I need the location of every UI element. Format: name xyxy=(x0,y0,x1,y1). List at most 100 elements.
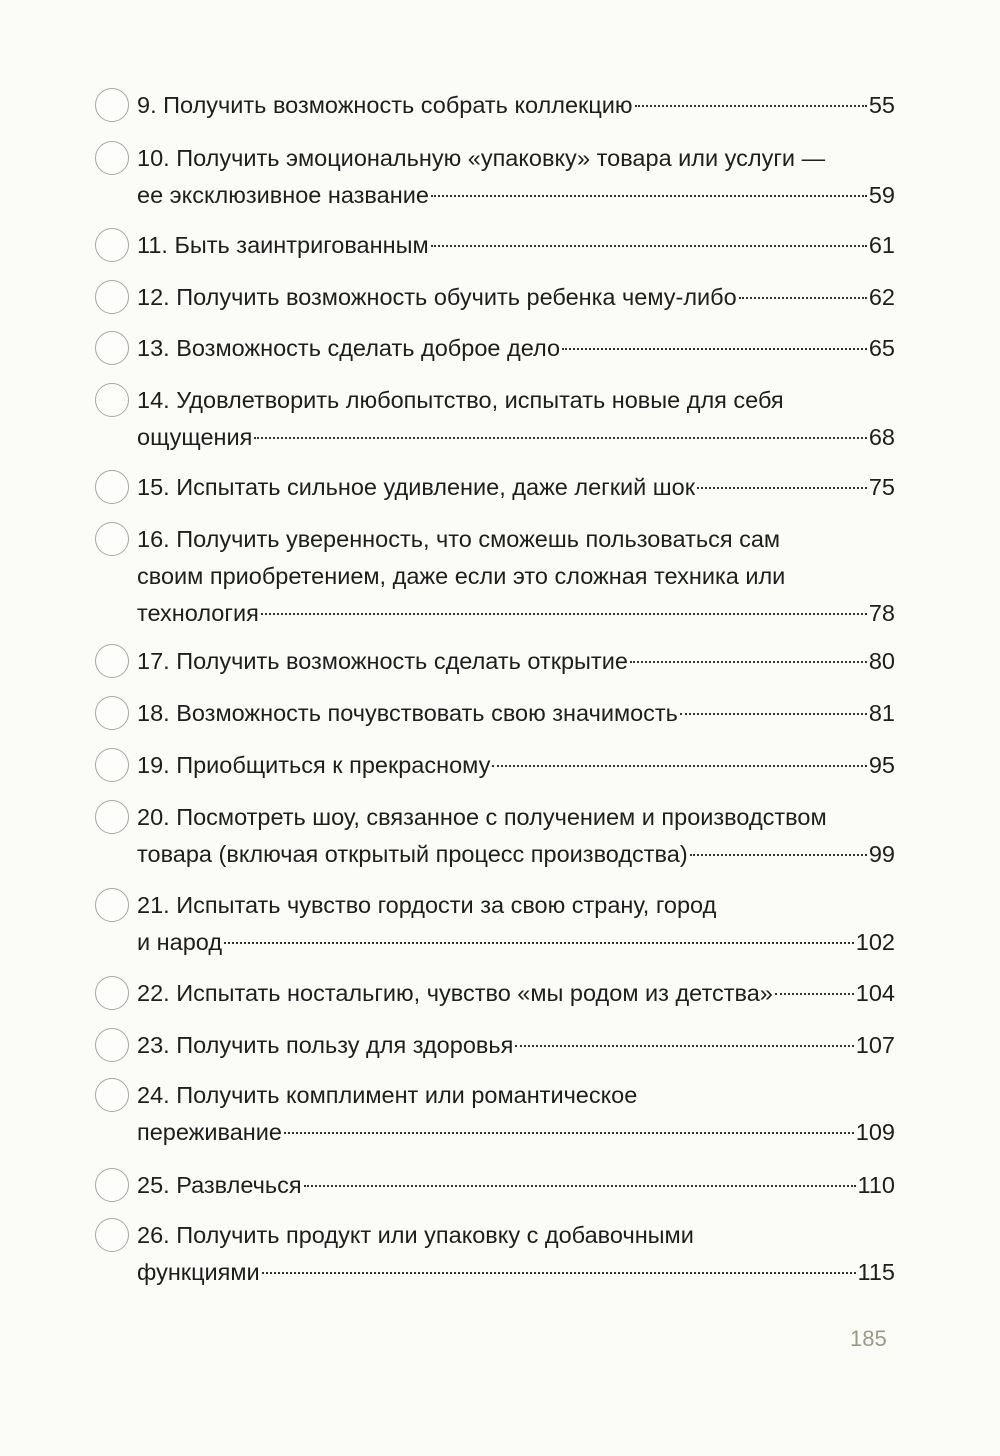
toc-entry-title: 14. Удовлетворить любопытство, испытать … xyxy=(137,387,784,413)
leader-dots xyxy=(515,1045,854,1047)
toc-entry-line: 15. Испытать сильное удивление, даже лег… xyxy=(137,468,895,506)
toc-entry-line: ее эксклюзивное название 59 xyxy=(137,176,895,214)
toc-entry-page: 81 xyxy=(868,700,895,726)
checkbox-circle-icon xyxy=(95,1028,129,1062)
leader-dots xyxy=(254,437,867,439)
toc-entry-line: функциями 115 xyxy=(137,1253,895,1291)
toc-entry-line: 21. Испытать чувство гордости за свою ст… xyxy=(137,886,895,924)
checkbox-circle-icon xyxy=(95,470,129,504)
toc-entry-line: 24. Получить комплимент или романтическо… xyxy=(137,1076,895,1114)
checkbox-circle-icon xyxy=(95,280,129,314)
toc-entry-page: 61 xyxy=(868,232,895,258)
checkbox-circle-icon xyxy=(95,88,129,122)
toc-entry-title: 9. Получить возможность собрать коллекци… xyxy=(137,92,633,118)
toc-entry-page: 55 xyxy=(868,92,895,118)
toc-entry-title: 24. Получить комплимент или романтическо… xyxy=(137,1082,638,1108)
toc-entry-line: и народ 102 xyxy=(137,923,895,961)
toc-entry-title: 16. Получить уверенность, что сможешь по… xyxy=(137,526,781,552)
toc-entry-title: 19. Приобщиться к прекрасному xyxy=(137,752,491,778)
toc-entry-page: 107 xyxy=(855,1032,895,1058)
toc-entry-page: 68 xyxy=(868,424,895,450)
leader-dots xyxy=(738,297,867,299)
toc-entry-title: 18. Возможность почувствовать свою значи… xyxy=(137,700,678,726)
checkbox-circle-icon xyxy=(95,1078,129,1112)
checkbox-circle-icon xyxy=(95,748,129,782)
toc-entry-title: 25. Развлечься xyxy=(137,1172,302,1198)
toc-entry-page: 109 xyxy=(855,1119,895,1145)
toc-entry-line: 12. Получить возможность обучить ребенка… xyxy=(137,278,895,316)
toc-entry-line: 17. Получить возможность сделать открыти… xyxy=(137,642,895,680)
toc-entry-title: 21. Испытать чувство гордости за свою ст… xyxy=(137,892,717,918)
toc-entry-title: товара (включая открытый процесс произво… xyxy=(137,841,688,867)
checkbox-circle-icon xyxy=(95,383,129,417)
leader-dots xyxy=(562,348,867,350)
leader-dots xyxy=(260,613,867,615)
toc-entry-line: своим приобретением, даже если это сложн… xyxy=(137,557,895,595)
toc-entry-line: переживание 109 xyxy=(137,1113,895,1151)
leader-dots xyxy=(697,487,867,489)
toc-entry-line: ощущения 68 xyxy=(137,418,895,456)
toc-entry-page: 62 xyxy=(868,284,895,310)
toc-entry-title: ее эксклюзивное название xyxy=(137,182,429,208)
leader-dots xyxy=(303,1185,856,1187)
toc-entry-title: 20. Посмотреть шоу, связанное с получени… xyxy=(137,804,827,830)
toc-entry-title: своим приобретением, даже если это сложн… xyxy=(137,563,786,589)
checkbox-circle-icon xyxy=(95,1168,129,1202)
checkbox-circle-icon xyxy=(95,522,129,556)
toc-entry-line: 20. Посмотреть шоу, связанное с получени… xyxy=(137,798,895,836)
toc-entry-title: 13. Возможность сделать доброе дело xyxy=(137,335,561,361)
toc-entry-title: и народ xyxy=(137,929,223,955)
toc-entry-line: 9. Получить возможность собрать коллекци… xyxy=(137,86,895,124)
toc-entry-line: технология 78 xyxy=(137,594,895,632)
toc-entry-line: 14. Удовлетворить любопытство, испытать … xyxy=(137,381,895,419)
toc-entry-line: 26. Получить продукт или упаковку с доба… xyxy=(137,1216,895,1254)
toc-entry-line: 16. Получить уверенность, что сможешь по… xyxy=(137,520,895,558)
toc-entry-title: ощущения xyxy=(137,424,253,450)
checkbox-circle-icon xyxy=(95,800,129,834)
toc-entry-title: 12. Получить возможность обучить ребенка… xyxy=(137,284,737,310)
checkbox-circle-icon xyxy=(95,1218,129,1252)
toc-entry-line: 13. Возможность сделать доброе дело 65 xyxy=(137,329,895,367)
page-number: 185 xyxy=(850,1326,887,1351)
toc-entry-line: 10. Получить эмоциональную «упаковку» то… xyxy=(137,139,895,177)
toc-entry-title: 10. Получить эмоциональную «упаковку» то… xyxy=(137,145,826,171)
toc-entry-page: 99 xyxy=(868,841,895,867)
toc-entry-line: 18. Возможность почувствовать свою значи… xyxy=(137,694,895,732)
leader-dots xyxy=(679,713,867,715)
toc-entry-line: 25. Развлечься 110 xyxy=(137,1166,895,1204)
toc-entry-title: 22. Испытать ностальгию, чувство «мы род… xyxy=(137,980,773,1006)
checkbox-circle-icon xyxy=(95,331,129,365)
toc-entry-line: 11. Быть заинтригованным 61 xyxy=(137,226,895,264)
checkbox-circle-icon xyxy=(95,644,129,678)
leader-dots xyxy=(261,1272,856,1274)
toc-entry-page: 104 xyxy=(855,980,895,1006)
leader-dots xyxy=(430,245,867,247)
toc-entry-line: 23. Получить пользу для здоровья 107 xyxy=(137,1026,895,1064)
toc-entry-page: 102 xyxy=(855,929,895,955)
toc-entry-page: 59 xyxy=(868,182,895,208)
toc-entry-title: переживание xyxy=(137,1119,282,1145)
toc-entry-page: 115 xyxy=(857,1259,895,1285)
leader-dots xyxy=(689,854,867,856)
toc-entry-title: технология xyxy=(137,600,259,626)
leader-dots xyxy=(492,765,867,767)
toc-entry-title: 23. Получить пользу для здоровья xyxy=(137,1032,514,1058)
toc-entry-line: товара (включая открытый процесс произво… xyxy=(137,835,895,873)
leader-dots xyxy=(629,661,867,663)
checkbox-circle-icon xyxy=(95,976,129,1010)
toc-entry-page: 95 xyxy=(868,752,895,778)
checkbox-circle-icon xyxy=(95,696,129,730)
toc-entry-page: 75 xyxy=(868,474,895,500)
toc-entry-title: 26. Получить продукт или упаковку с доба… xyxy=(137,1222,694,1248)
toc-entry-line: 22. Испытать ностальгию, чувство «мы род… xyxy=(137,974,895,1012)
toc-entry-page: 65 xyxy=(868,335,895,361)
leader-dots xyxy=(634,105,867,107)
leader-dots xyxy=(774,993,854,995)
toc-entry-page: 78 xyxy=(868,600,895,626)
leader-dots xyxy=(430,195,867,197)
checkbox-circle-icon xyxy=(95,888,129,922)
toc-entry-title: 15. Испытать сильное удивление, даже лег… xyxy=(137,474,696,500)
toc-entry-title: 17. Получить возможность сделать открыти… xyxy=(137,648,628,674)
toc-entry-line: 19. Приобщиться к прекрасному 95 xyxy=(137,746,895,784)
checkbox-circle-icon xyxy=(95,141,129,175)
